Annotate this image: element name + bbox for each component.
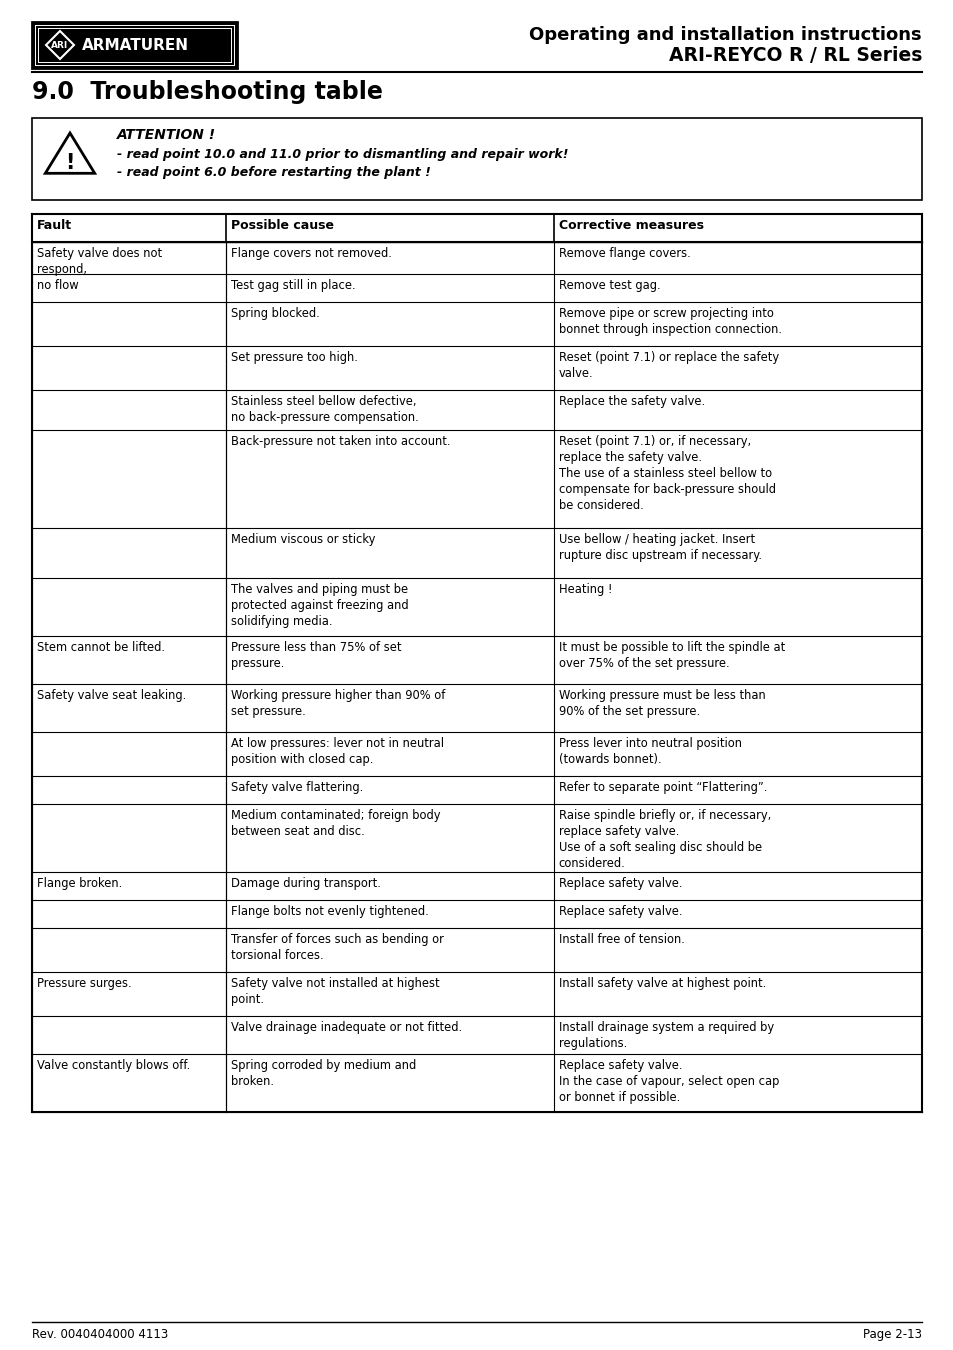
Text: Raise spindle briefly or, if necessary,
replace safety valve.
Use of a soft seal: Raise spindle briefly or, if necessary, …: [558, 809, 770, 869]
Text: Spring corroded by medium and
broken.: Spring corroded by medium and broken.: [231, 1058, 416, 1088]
Text: - read point 10.0 and 11.0 prior to dismantling and repair work!: - read point 10.0 and 11.0 prior to dism…: [117, 148, 568, 161]
Text: Valve drainage inadequate or not fitted.: Valve drainage inadequate or not fitted.: [231, 1021, 461, 1034]
Text: Press lever into neutral position
(towards bonnet).: Press lever into neutral position (towar…: [558, 737, 740, 765]
Bar: [32, 22, 236, 68]
Text: Reset (point 7.1) or, if necessary,
replace the safety valve.
The use of a stain: Reset (point 7.1) or, if necessary, repl…: [558, 435, 775, 512]
Text: Medium viscous or sticky: Medium viscous or sticky: [231, 533, 375, 545]
Text: ARI: ARI: [51, 40, 69, 50]
Text: Spring blocked.: Spring blocked.: [231, 306, 319, 320]
Text: Safety valve does not
respond,
no flow: Safety valve does not respond, no flow: [37, 247, 162, 292]
Text: 9.0  Troubleshooting table: 9.0 Troubleshooting table: [32, 80, 382, 104]
Text: Operating and installation instructions: Operating and installation instructions: [529, 26, 921, 45]
Text: Pressure surges.: Pressure surges.: [37, 977, 132, 990]
Text: - read point 6.0 before restarting the plant !: - read point 6.0 before restarting the p…: [117, 166, 431, 180]
Text: It must be possible to lift the spindle at
over 75% of the set pressure.: It must be possible to lift the spindle …: [558, 641, 784, 670]
Text: Flange broken.: Flange broken.: [37, 878, 122, 890]
Text: Possible cause: Possible cause: [231, 219, 334, 232]
Text: Install free of tension.: Install free of tension.: [558, 933, 683, 946]
Text: Install drainage system a required by
regulations.: Install drainage system a required by re…: [558, 1021, 773, 1050]
Text: Test gag still in place.: Test gag still in place.: [231, 279, 355, 292]
Text: Transfer of forces such as bending or
torsional forces.: Transfer of forces such as bending or to…: [231, 933, 443, 963]
Text: Install safety valve at highest point.: Install safety valve at highest point.: [558, 977, 765, 990]
Text: Safety valve flattering.: Safety valve flattering.: [231, 782, 363, 794]
Text: Set pressure too high.: Set pressure too high.: [231, 351, 357, 364]
Text: ARI-REYCO R / RL Series: ARI-REYCO R / RL Series: [668, 46, 921, 65]
Text: Damage during transport.: Damage during transport.: [231, 878, 380, 890]
Text: Remove pipe or screw projecting into
bonnet through inspection connection.: Remove pipe or screw projecting into bon…: [558, 306, 781, 336]
Text: Replace safety valve.: Replace safety valve.: [558, 878, 681, 890]
Text: Pressure less than 75% of set
pressure.: Pressure less than 75% of set pressure.: [231, 641, 401, 670]
Text: Flange covers not removed.: Flange covers not removed.: [231, 247, 392, 261]
Text: Replace the safety valve.: Replace the safety valve.: [558, 396, 704, 408]
Text: Corrective measures: Corrective measures: [558, 219, 702, 232]
Text: Replace safety valve.
In the case of vapour, select open cap
or bonnet if possib: Replace safety valve. In the case of vap…: [558, 1058, 778, 1104]
Text: Use bellow / heating jacket. Insert
rupture disc upstream if necessary.: Use bellow / heating jacket. Insert rupt…: [558, 533, 760, 562]
Text: Reset (point 7.1) or replace the safety
valve.: Reset (point 7.1) or replace the safety …: [558, 351, 778, 379]
Text: Safety valve not installed at highest
point.: Safety valve not installed at highest po…: [231, 977, 439, 1006]
Text: Fault: Fault: [37, 219, 72, 232]
Text: ARMATUREN: ARMATUREN: [82, 38, 189, 53]
Text: !: !: [65, 153, 74, 173]
Text: The valves and piping must be
protected against freezing and
solidifying media.: The valves and piping must be protected …: [231, 583, 408, 628]
Text: Flange bolts not evenly tightened.: Flange bolts not evenly tightened.: [231, 904, 428, 918]
Text: Page 2-13: Page 2-13: [862, 1328, 921, 1341]
Text: Heating !: Heating !: [558, 583, 612, 595]
Text: Valve constantly blows off.: Valve constantly blows off.: [37, 1058, 190, 1072]
Text: Remove test gag.: Remove test gag.: [558, 279, 659, 292]
Text: Working pressure higher than 90% of
set pressure.: Working pressure higher than 90% of set …: [231, 688, 445, 718]
Text: Safety valve seat leaking.: Safety valve seat leaking.: [37, 688, 186, 702]
Text: Stainless steel bellow defective,
no back-pressure compensation.: Stainless steel bellow defective, no bac…: [231, 396, 418, 424]
Bar: [32, 117, 921, 200]
Text: Stem cannot be lifted.: Stem cannot be lifted.: [37, 641, 165, 653]
Text: ATTENTION !: ATTENTION !: [117, 128, 216, 142]
Text: At low pressures: lever not in neutral
position with closed cap.: At low pressures: lever not in neutral p…: [231, 737, 443, 765]
Text: Refer to separate point “Flattering”.: Refer to separate point “Flattering”.: [558, 782, 766, 794]
Text: Rev. 0040404000 4113: Rev. 0040404000 4113: [32, 1328, 168, 1341]
Text: Medium contaminated; foreign body
between seat and disc.: Medium contaminated; foreign body betwee…: [231, 809, 440, 838]
Text: Replace safety valve.: Replace safety valve.: [558, 904, 681, 918]
Text: Back-pressure not taken into account.: Back-pressure not taken into account.: [231, 435, 450, 448]
Text: Working pressure must be less than
90% of the set pressure.: Working pressure must be less than 90% o…: [558, 688, 764, 718]
Text: Remove flange covers.: Remove flange covers.: [558, 247, 690, 261]
